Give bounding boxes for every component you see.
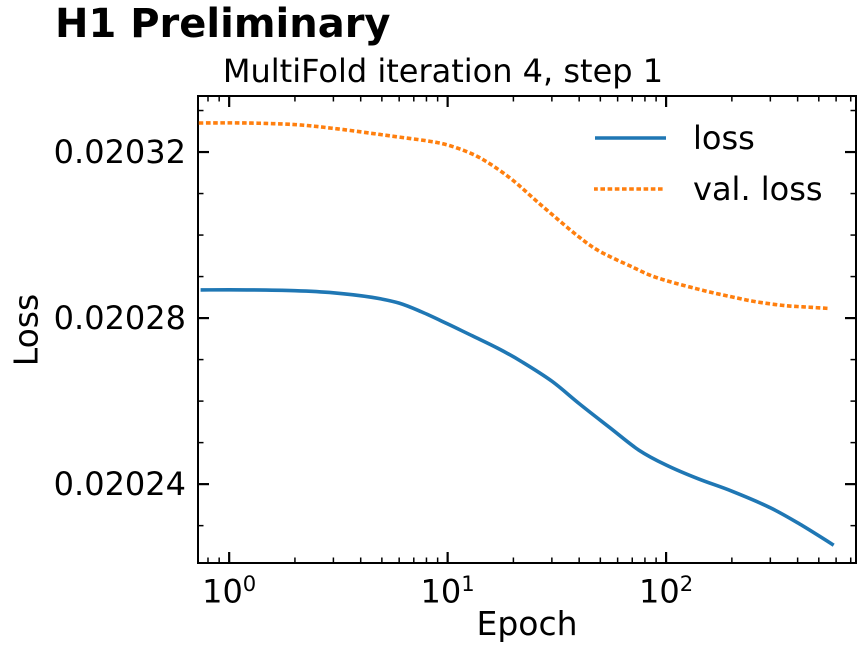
y-tick-label: 0.02028 bbox=[53, 299, 186, 338]
legend-label: val. loss bbox=[693, 170, 823, 208]
y-tick-label: 0.02032 bbox=[53, 133, 186, 172]
x-tick-label: 102 bbox=[639, 571, 694, 611]
legend-label: loss bbox=[693, 119, 755, 157]
x-axis-label: Epoch bbox=[476, 604, 578, 643]
chart-title: MultiFold iteration 4, step 1 bbox=[222, 52, 664, 90]
experiment-label: H1 Preliminary bbox=[55, 1, 391, 47]
y-tick-label: 0.02024 bbox=[53, 465, 186, 504]
legend-entry: val. loss bbox=[594, 169, 823, 209]
legend-solid-line-icon bbox=[595, 136, 666, 140]
legend: loss val. loss bbox=[594, 118, 823, 220]
x-tick-label: 101 bbox=[420, 571, 475, 611]
legend-dotted-line-icon bbox=[594, 187, 667, 191]
axes-frame bbox=[197, 95, 857, 564]
series-val--loss bbox=[198, 121, 832, 311]
series-loss bbox=[200, 288, 835, 547]
x-tick-label: 100 bbox=[202, 571, 257, 611]
legend-entry: loss bbox=[594, 118, 823, 158]
